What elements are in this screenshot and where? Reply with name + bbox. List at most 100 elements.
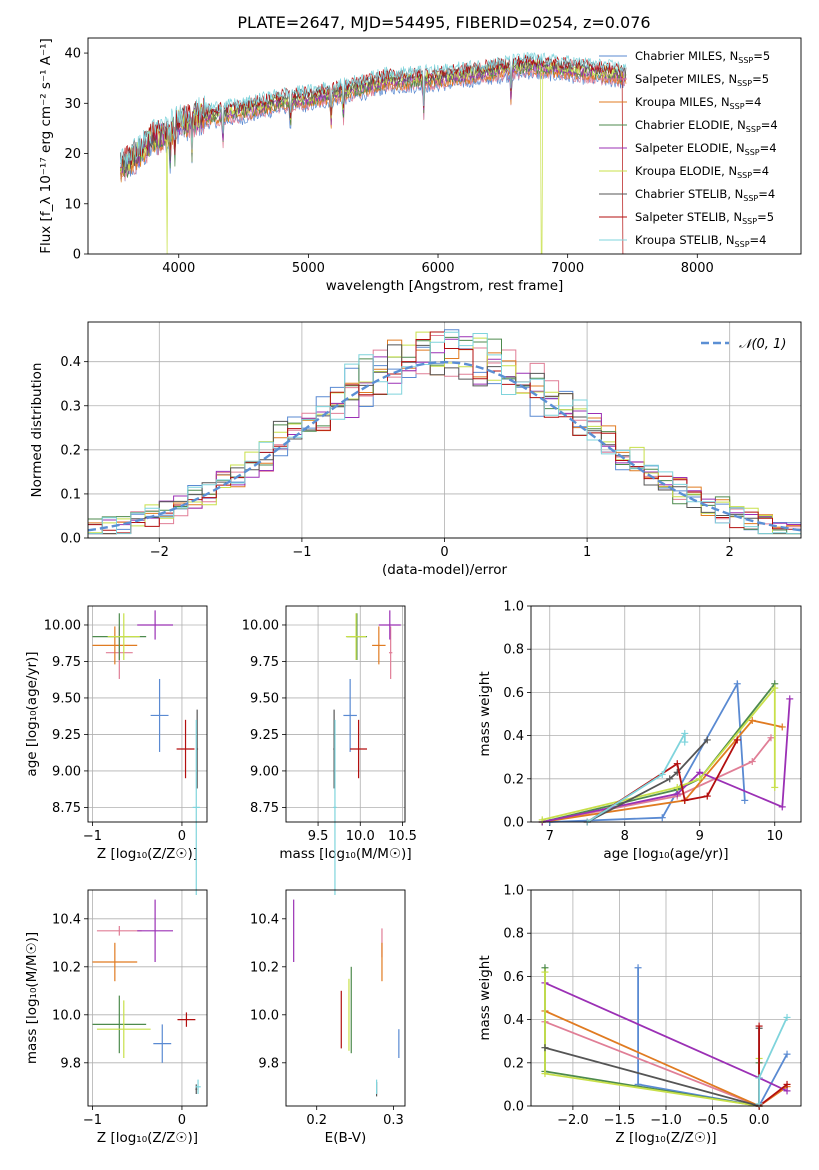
y-tick-label: 10.0 <box>52 1008 81 1023</box>
mass_vs_Z-panel: −1 0 9.8 10.0 10.2 10.4 Z [log₁₀(Z/Z☉)] mass [l… <box>24 889 208 1146</box>
y-axis-label: mass weight <box>477 955 493 1040</box>
histogram-series <box>88 331 801 535</box>
x-tick-label: 0.0 <box>749 1113 770 1128</box>
y-tick-label: 0.4 <box>503 729 524 744</box>
weight-series-line <box>542 719 783 823</box>
y-tick-label: 9.8 <box>60 1056 81 1071</box>
y-tick-label: 10.4 <box>250 912 279 927</box>
legend-label: 𝒩(0, 1) <box>739 337 786 352</box>
x-axis-label: wavelength [Angstrom, rest frame] <box>326 278 564 294</box>
y-tick-label: 0.4 <box>60 355 81 370</box>
y-tick-label: 0.2 <box>503 772 524 787</box>
x-tick-label: −1.5 <box>604 1113 636 1128</box>
y-tick-label: 30 <box>64 97 81 112</box>
axes-frame <box>87 605 208 823</box>
x-axis-label: Z [log₁₀(Z/Z☉)] <box>97 846 198 862</box>
x-axis-label: E(B-V) <box>325 1130 367 1146</box>
y-tick-label: 10.0 <box>250 1008 279 1023</box>
y-tick-label: 8.75 <box>52 801 81 816</box>
x-tick-label: 1 <box>583 545 591 560</box>
y-tick-label: 8.75 <box>250 801 279 816</box>
spectrum-panel: 4000 5000 6000 7000 8000 0 10 20 30 40 wavelength … <box>38 37 802 294</box>
y-tick-label: 9.00 <box>250 764 279 779</box>
weight-series-line <box>586 739 708 823</box>
y-tick-label: 10 <box>64 197 81 212</box>
y-tick-label: 1.0 <box>503 600 524 615</box>
y-tick-label: 0.0 <box>503 1100 524 1115</box>
x-tick-label: 0.3 <box>383 1113 404 1128</box>
axes-frame <box>285 889 406 1107</box>
age_vs_Z-panel: −1 0 8.75 9.00 9.25 9.50 9.75 10.00 Z [log₁₀(Z/Z… <box>24 605 208 895</box>
y-axis-label: age [log₁₀(age/yr)] <box>24 651 40 776</box>
axes-frame <box>87 321 802 539</box>
weight-series-line <box>544 967 760 1108</box>
legend-label: Chabrier MILES, NSSP=5 <box>635 49 770 65</box>
x-tick-label: −1 <box>83 829 102 844</box>
legend-label: Salpeter MILES, NSSP=5 <box>635 72 769 88</box>
weight_vs_age-panel: 7 8 9 10 0.0 0.2 0.4 0.6 0.8 1.0 age [log₁₀(age/yr… <box>477 600 802 862</box>
x-tick-label: 0 <box>178 1113 186 1128</box>
y-tick-label: 9.00 <box>52 764 81 779</box>
x-tick-label: −2.0 <box>557 1113 589 1128</box>
x-tick-label: 0.2 <box>306 1113 327 1128</box>
x-tick-label: 7 <box>546 829 554 844</box>
x-axis-label: (data-model)/error <box>382 562 508 578</box>
x-axis-label: Z [log₁₀(Z/Z☉)] <box>615 1130 716 1146</box>
y-tick-label: 0.6 <box>503 686 524 701</box>
legend-label: Chabrier STELIB, NSSP=4 <box>635 187 775 203</box>
axes-frame <box>87 37 802 255</box>
y-axis-label: Normed distribution <box>29 363 45 498</box>
x-tick-label: −1.0 <box>650 1113 682 1128</box>
axes-frame <box>530 605 802 823</box>
y-tick-label: 9.50 <box>52 691 81 706</box>
weight-series-line <box>542 683 776 823</box>
legend-label: Salpeter STELIB, NSSP=5 <box>635 210 774 226</box>
x-axis-label: age [log₁₀(age/yr)] <box>603 846 728 862</box>
y-tick-label: 0.4 <box>503 1013 524 1028</box>
y-tick-label: 0.8 <box>503 927 524 942</box>
y-tick-label: 0.0 <box>60 532 81 547</box>
x-tick-label: 8000 <box>681 261 714 276</box>
x-tick-label: 0 <box>178 829 186 844</box>
x-tick-label: −1 <box>83 1113 102 1128</box>
legend-label: Kroupa MILES, NSSP=4 <box>635 95 761 111</box>
y-tick-label: 9.25 <box>250 728 279 743</box>
axes-frame <box>87 889 208 1107</box>
histogram-series <box>88 331 801 535</box>
y-tick-label: 0.2 <box>503 1056 524 1071</box>
residuals-panel: −2 −1 0 1 2 0.0 0.1 0.2 0.3 0.4 (data-model)/error… <box>29 321 802 578</box>
x-tick-label: 4000 <box>162 261 195 276</box>
y-tick-label: 0 <box>73 248 81 263</box>
normal-curve <box>87 360 802 532</box>
x-axis-label: mass [log₁₀(M/M☉)] <box>279 846 411 862</box>
x-tick-label: −1 <box>292 545 311 560</box>
y-tick-label: 40 <box>64 47 81 62</box>
x-tick-label: 9.5 <box>308 829 329 844</box>
x-tick-label: 0 <box>440 545 448 560</box>
spectrum-line <box>120 51 627 168</box>
x-tick-label: 8 <box>621 829 629 844</box>
axes-frame <box>530 889 802 1107</box>
x-axis-label: Z [log₁₀(Z/Z☉)] <box>97 1130 198 1146</box>
x-tick-label: 2 <box>726 545 734 560</box>
y-tick-label: 20 <box>64 147 81 162</box>
x-tick-label: 5000 <box>292 261 325 276</box>
legend-label: Kroupa STELIB, NSSP=4 <box>635 233 766 249</box>
y-tick-label: 0.0 <box>503 816 524 831</box>
weight-series-line <box>549 680 746 823</box>
x-tick-label: 7000 <box>551 261 584 276</box>
mass_vs_ebv-panel: 0.2 0.3 9.8 10.0 10.2 10.4 E(B-V) <box>250 889 406 1146</box>
weight-series-line <box>586 732 686 823</box>
y-tick-label: 10.4 <box>52 912 81 927</box>
x-tick-label: 6000 <box>421 261 454 276</box>
figure-title: PLATE=2647, MJD=54495, FIBERID=0254, z=0… <box>237 13 650 32</box>
y-tick-label: 0.6 <box>503 970 524 985</box>
weight-series-line <box>637 967 788 1108</box>
x-tick-label: −0.5 <box>697 1113 729 1128</box>
legend-label: Chabrier ELODIE, NSSP=4 <box>635 118 778 134</box>
y-tick-label: 0.3 <box>60 399 81 414</box>
weight-series-line <box>542 737 772 823</box>
y-tick-label: 10.2 <box>52 960 81 975</box>
y-tick-label: 9.50 <box>250 691 279 706</box>
